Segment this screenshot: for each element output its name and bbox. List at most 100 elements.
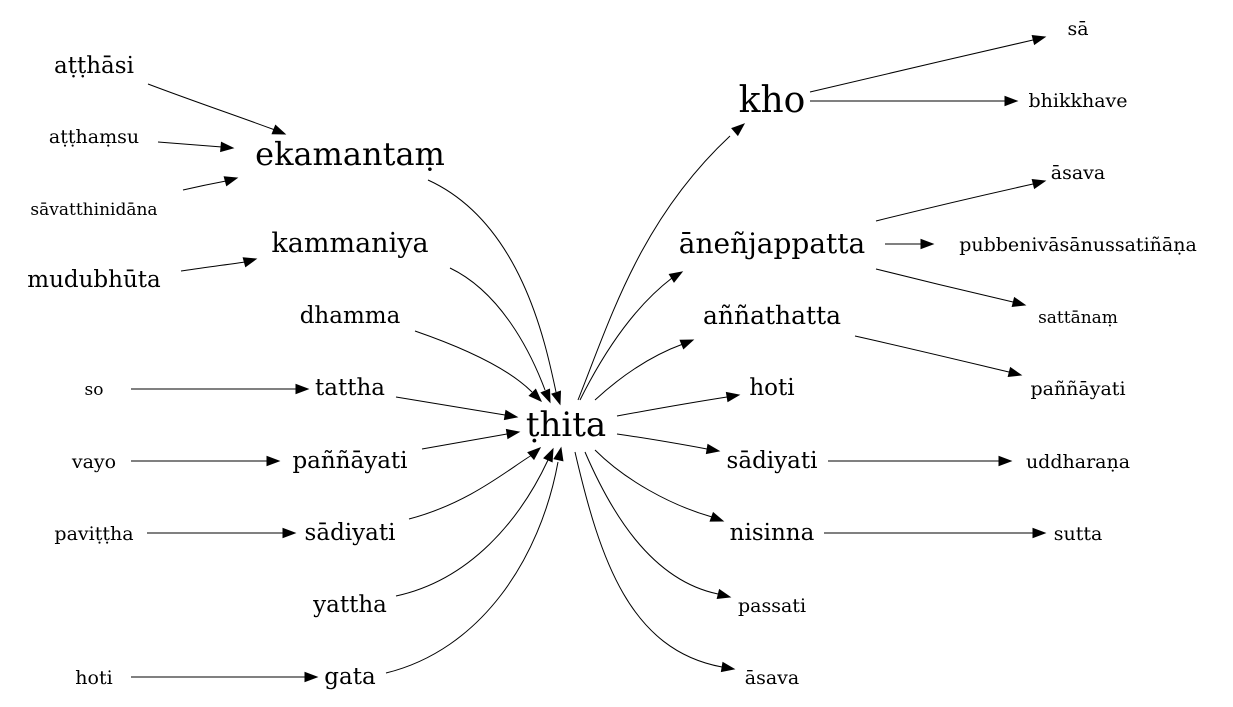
edge-tattha-to-thita <box>395 396 519 421</box>
arrowhead-icon <box>304 671 319 683</box>
arrowhead-icon <box>920 238 935 250</box>
edge-kho-to-bhikkhave <box>810 95 1019 107</box>
edge-kammaniya-to-thita <box>449 267 551 404</box>
node-bhikkhave: bhikkhave <box>1028 90 1127 112</box>
arrowhead-icon <box>271 124 287 135</box>
edge-line <box>408 454 533 520</box>
edge-line <box>584 451 719 595</box>
node-savatthinidana: sāvatthinidāna <box>30 200 157 220</box>
node-atthasi: aṭṭhāsi <box>54 53 134 79</box>
edge-thita-to-kho <box>577 123 746 401</box>
arrowhead-icon <box>540 388 551 404</box>
edge-line <box>577 135 731 401</box>
node-kho: kho <box>739 80 806 121</box>
node-pannayati-right: paññāyati <box>1030 378 1125 400</box>
node-uddharana: uddharaṇa <box>1026 451 1130 473</box>
edge-atthasi-to-ekamantam <box>147 83 287 135</box>
arrowhead-icon <box>720 661 736 673</box>
node-asava-bottom: āsava <box>745 667 799 689</box>
node-atthamsu: aṭṭhaṃsu <box>49 126 139 148</box>
node-asava-top: āsava <box>1051 162 1105 184</box>
edge-savatthinidana-to-ekamantam <box>182 176 239 191</box>
arrowhead-icon <box>709 511 725 522</box>
node-pavittha: paviṭṭha <box>54 523 133 545</box>
edge-annathatta-to-pannayati-right <box>854 335 1023 378</box>
node-thita: ṭhita <box>526 405 606 445</box>
arrowhead-icon <box>553 446 564 462</box>
node-annathatta: aññathatta <box>703 301 841 330</box>
edge-dhamma-to-thita <box>414 330 543 403</box>
edge-anenjappatta-to-asava-top <box>875 178 1047 222</box>
edge-vayo-to-pannayati-left <box>131 455 281 467</box>
edge-kho-to-sa <box>809 34 1047 93</box>
edge-line <box>147 83 276 131</box>
arrowhead-icon <box>551 390 562 406</box>
edge-thita-to-passati <box>584 451 732 600</box>
node-dhamma: dhamma <box>300 303 401 329</box>
node-nisinna: nisinna <box>730 520 815 546</box>
arrowhead-icon <box>716 588 732 600</box>
edge-line <box>809 39 1034 93</box>
edge-pannayati-left-to-thita <box>421 428 521 450</box>
arrowhead-icon <box>998 455 1013 467</box>
edge-yattha-to-thita <box>395 447 554 597</box>
edge-thita-to-sadiyati-right <box>616 433 721 455</box>
node-tattha: tattha <box>315 375 385 401</box>
node-hoti-right: hoti <box>749 375 794 401</box>
arrowhead-icon <box>266 455 281 467</box>
arrowhead-icon <box>1011 296 1027 308</box>
edge-line <box>594 449 713 518</box>
arrowhead-icon <box>705 443 721 455</box>
edge-line <box>574 451 723 668</box>
arrowhead-icon <box>543 447 554 463</box>
arrowhead-icon <box>668 271 684 283</box>
edge-sadiyati-right-to-uddharana <box>828 455 1013 467</box>
edge-line <box>157 141 223 148</box>
arrowhead-icon <box>527 447 542 461</box>
edge-ekamantam-to-thita <box>427 179 562 406</box>
edge-line <box>385 461 559 674</box>
node-hoti-left: hoti <box>75 667 112 689</box>
edge-line <box>449 267 546 391</box>
edge-thita-to-nisinna <box>594 449 725 522</box>
node-passati: passati <box>738 595 806 617</box>
edge-line <box>579 277 673 401</box>
node-gata: gata <box>324 664 376 690</box>
node-sadiyati-right: sādiyati <box>727 448 818 474</box>
edge-line <box>427 179 557 393</box>
arrowhead-icon <box>242 257 258 268</box>
arrowhead-icon <box>220 141 235 153</box>
edge-thita-to-asava-bottom <box>574 451 736 673</box>
node-ekamantam: ekamantaṃ <box>255 135 445 173</box>
edge-line <box>616 396 728 417</box>
edge-line <box>421 433 508 450</box>
node-pubbenivasanussatinana: pubbenivāsānussatiñāṇa <box>959 234 1197 256</box>
arrowhead-icon <box>1007 366 1023 378</box>
edge-line <box>395 396 506 416</box>
arrowhead-icon <box>223 176 239 187</box>
node-mudubhuta: mudubhūta <box>27 267 161 293</box>
arrowhead-icon <box>1031 178 1047 190</box>
node-layer: aṭṭhāsi aṭṭhaṃsu sāvatthinidāna ekamantaṃ mu… <box>27 18 1197 690</box>
edge-thita-to-anenjappatta <box>579 271 684 401</box>
edge-line <box>180 261 246 272</box>
edge-line <box>182 180 227 191</box>
node-anenjappatta: āneñjappatta <box>679 227 865 260</box>
arrowhead-icon <box>1004 95 1019 107</box>
edge-line <box>395 459 549 597</box>
edge-line <box>616 433 708 450</box>
arrowhead-icon <box>679 339 695 350</box>
arrowhead-icon <box>503 409 519 421</box>
node-sattanam: sattānaṃ <box>1038 308 1118 328</box>
edge-line <box>875 268 1014 303</box>
edge-hoti-left-to-gata <box>131 671 319 683</box>
edge-anenjappatta-to-sattanam <box>875 268 1027 308</box>
edge-line <box>414 330 533 393</box>
edge-mudubhuta-to-kammaniya <box>180 257 258 272</box>
node-sutta: sutta <box>1054 523 1103 545</box>
edge-gata-to-thita <box>385 446 564 674</box>
edge-atthamsu-to-ekamantam <box>157 141 235 153</box>
edge-so-to-tattha <box>131 383 310 395</box>
edge-thita-to-hoti-right <box>616 391 741 417</box>
node-sa: sā <box>1067 18 1088 40</box>
